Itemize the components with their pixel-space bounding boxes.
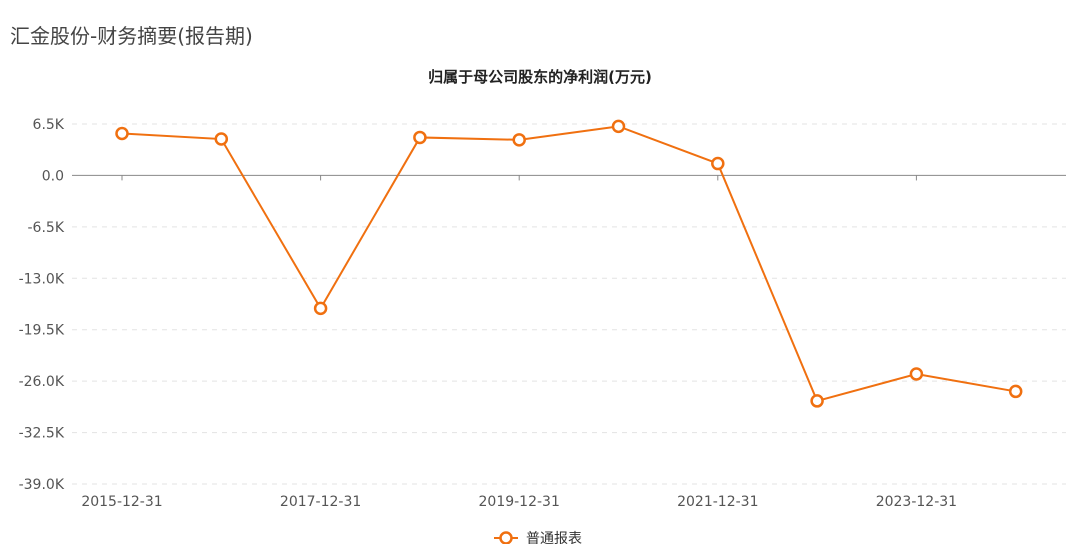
- x-axis-ticks: 2015-12-31 2017-12-31 2019-12-31 2021-12-31…: [81, 175, 957, 510]
- grid-lines: [72, 123, 1066, 485]
- y-tick-label: -39.0K: [19, 477, 65, 493]
- y-tick-label: -13.0K: [19, 271, 65, 287]
- y-tick-label: -19.5K: [19, 323, 65, 339]
- y-tick-label: -26.0K: [19, 374, 65, 390]
- x-tick-label: 2017-12-31: [280, 494, 361, 510]
- chart-title: 归属于母公司股东的净利润(万元): [428, 68, 652, 86]
- data-point[interactable]: [512, 133, 526, 147]
- data-point[interactable]: [1008, 384, 1023, 399]
- data-point[interactable]: [810, 394, 824, 408]
- y-tick-label: -32.5K: [19, 426, 65, 442]
- series-line: [121, 125, 1016, 403]
- data-point[interactable]: [413, 130, 427, 145]
- y-axis-ticks: 6.5K 0.0 -6.5K -13.0K -19.5K -26.0K -32.5K -39.…: [19, 117, 65, 493]
- legend[interactable]: 普通报表: [494, 531, 582, 544]
- y-tick-label: -6.5K: [28, 220, 65, 236]
- y-tick-label: 0.0: [42, 168, 64, 184]
- data-point[interactable]: [909, 367, 924, 381]
- x-tick-label: 2015-12-31: [81, 494, 162, 510]
- data-point[interactable]: [214, 132, 229, 146]
- y-tick-label: 6.5K: [33, 117, 65, 133]
- data-point[interactable]: [313, 301, 328, 316]
- series-layer: [115, 119, 1023, 408]
- page-title: 汇金股份-财务摘要(报告期): [10, 24, 253, 48]
- x-tick-label: 2021-12-31: [677, 494, 758, 510]
- legend-marker-icon: [499, 531, 513, 544]
- x-tick-label: 2023-12-31: [876, 494, 957, 510]
- data-point[interactable]: [611, 119, 626, 134]
- data-point[interactable]: [711, 156, 725, 171]
- data-point[interactable]: [115, 126, 129, 141]
- legend-label: 普通报表: [526, 531, 582, 544]
- x-tick-label: 2019-12-31: [479, 494, 560, 510]
